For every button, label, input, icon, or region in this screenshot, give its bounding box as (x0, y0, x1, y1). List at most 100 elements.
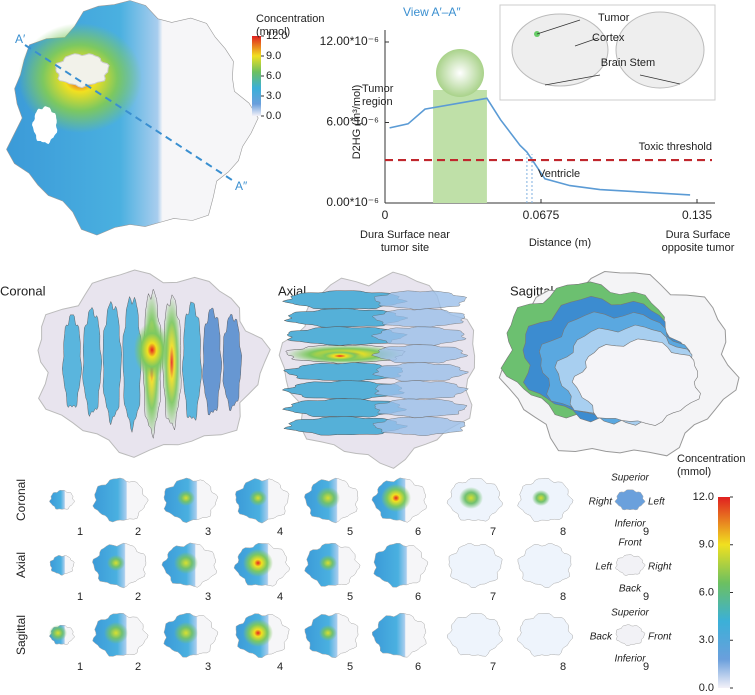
slice-3d (371, 308, 466, 329)
hotspot (381, 484, 411, 512)
colorbar-tick-label: 9.0 (266, 50, 281, 62)
orientation-label: Right (648, 562, 673, 573)
slice-number: 2 (135, 591, 141, 603)
orientation-label: Superior (611, 608, 649, 619)
slice-number: 4 (277, 661, 283, 673)
slice (49, 555, 75, 576)
colorbar (252, 36, 261, 116)
hotspot (243, 619, 273, 647)
view-label: Coronal (0, 283, 46, 298)
hotspot (315, 350, 365, 362)
leader (536, 19, 581, 35)
inset-label: Cortex (592, 32, 625, 44)
hotspot (459, 487, 483, 509)
hotspot (134, 322, 170, 378)
slice-3d (373, 290, 468, 311)
colorbar-tick-label: 6.0 (699, 586, 714, 598)
slice-3d (122, 295, 142, 434)
threshold-label: Toxic threshold (639, 141, 712, 153)
slice-number: 8 (560, 661, 566, 673)
slice-3d (286, 326, 409, 346)
slice-number: 7 (490, 591, 496, 603)
chart-title: View A′–A″ (403, 5, 461, 19)
orientation-label: Front (618, 538, 643, 549)
slice-3d (370, 326, 467, 346)
slice (614, 554, 646, 576)
colorbar-tick-label: 0.0 (266, 110, 281, 122)
slice-number: 4 (277, 591, 283, 603)
hotspot (174, 552, 198, 574)
slice (448, 543, 503, 588)
slice-3d (571, 338, 701, 426)
section-label: A′ (15, 32, 26, 46)
colorbar-tick-label: 0.0 (699, 682, 714, 694)
slice-3d (283, 308, 409, 328)
x-axis-label: Distance (m) (529, 237, 591, 249)
slice-number: 5 (347, 661, 353, 673)
slice-number: 6 (415, 661, 421, 673)
slice-number: 6 (415, 591, 421, 603)
tumor-glow (435, 49, 484, 97)
x-tick-label: 0.0675 (523, 208, 560, 222)
hotspot (249, 490, 267, 506)
slice-3d (281, 398, 408, 418)
slice-3d (283, 416, 409, 436)
slice-number: 5 (347, 526, 353, 538)
slice (373, 542, 429, 588)
hotspot (316, 487, 340, 509)
orientation-label: Superior (611, 473, 649, 484)
row-label: Coronal (14, 479, 28, 521)
slice (446, 613, 503, 657)
inset-brain (615, 11, 705, 89)
slice-number: 7 (490, 526, 496, 538)
orientation-label: Back (590, 632, 613, 643)
row-label: Axial (14, 552, 28, 578)
ventricle-hole (32, 106, 58, 145)
slice-number: 3 (205, 526, 211, 538)
slice (92, 477, 149, 523)
slice-number: 8 (560, 526, 566, 538)
slice-3d (82, 306, 103, 418)
x-tick-label: 0 (382, 208, 389, 222)
slice-number: 9 (643, 661, 649, 673)
slice-number: 3 (205, 591, 211, 603)
data-line (389, 97, 691, 196)
row-label: Sagittal (14, 615, 28, 655)
x-end-label: Dura Surface opposite tumor (661, 229, 735, 254)
orientation-label: Inferior (614, 654, 646, 665)
colorbar-tick-label: 12.0 (266, 30, 287, 42)
annotation: Tumor region (362, 83, 394, 108)
hotspot (174, 622, 198, 644)
slice-3d (222, 313, 242, 411)
orientation-label: Front (648, 632, 673, 643)
slice-3d (62, 314, 82, 408)
orientation-label: Inferior (614, 519, 646, 530)
slice-number: 9 (643, 591, 649, 603)
colorbar-tick-label: 3.0 (266, 90, 281, 102)
slice-3d (374, 380, 469, 400)
slice-number: 8 (560, 591, 566, 603)
colorbar-tick-label: 12.0 (693, 491, 714, 503)
slice-number: 3 (205, 661, 211, 673)
inset-label: Tumor (598, 12, 630, 24)
hotspot (319, 555, 337, 571)
orientation-label: Left (648, 497, 666, 508)
slice (517, 543, 572, 588)
slice-number: 5 (347, 591, 353, 603)
y-tick-label: 6.00*10⁻⁶ (326, 115, 379, 129)
y-tick-label: 0.00*10⁻⁶ (326, 195, 379, 209)
inset-label: Brain Stem (600, 57, 656, 69)
slice-number: 2 (135, 661, 141, 673)
hotspot (243, 549, 273, 577)
slice-number: 1 (77, 661, 83, 673)
slice-number: 6 (415, 526, 421, 538)
tumor-mass (54, 53, 110, 89)
leader (574, 37, 599, 47)
slice (372, 612, 427, 658)
slice (615, 624, 646, 647)
slice-3d (102, 300, 122, 426)
orientation-label: Left (595, 562, 613, 573)
leader (639, 74, 681, 85)
